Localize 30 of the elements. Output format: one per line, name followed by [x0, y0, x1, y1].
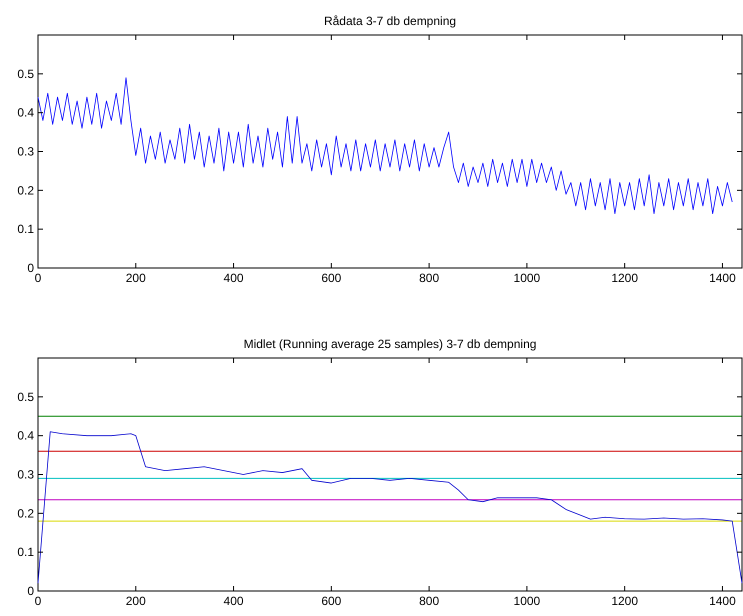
x-tick-label: 1400: [709, 594, 736, 608]
line-series: [38, 77, 733, 214]
x-tick-label: 400: [224, 594, 244, 608]
x-tick-label: 800: [419, 271, 440, 285]
x-tick-label: 200: [126, 594, 146, 608]
x-tick-label: 400: [224, 271, 244, 285]
x-tick-label: 800: [419, 594, 440, 608]
x-tick-label: 1200: [611, 594, 638, 608]
y-tick-label: 0.1: [17, 545, 34, 560]
y-tick-label: 0.5: [17, 390, 34, 404]
y-tick-label: 0.4: [17, 428, 34, 443]
y-tick-label: 0: [27, 261, 34, 275]
x-tick-label: 1400: [709, 271, 736, 285]
x-tick-label: 1000: [514, 594, 541, 608]
y-tick-label: 0.1: [17, 222, 34, 236]
line-series: [38, 431, 742, 584]
y-tick-label: 0.5: [17, 66, 34, 81]
x-tick-label: 1000: [514, 271, 541, 285]
x-tick-label: 600: [321, 271, 342, 285]
y-tick-label: 0.3: [17, 468, 34, 482]
y-tick-label: 0.4: [17, 106, 34, 120]
x-tick-label: 600: [321, 594, 342, 608]
y-tick-label: 0.2: [17, 183, 34, 198]
y-tick-label: 0: [27, 584, 34, 598]
y-tick-label: 0.2: [17, 506, 34, 520]
chart-title: Midlet (Running average 25 samples) 3-7 db dempning: [244, 337, 536, 351]
chart-title: Rådata 3-7 db dempning: [324, 14, 456, 28]
y-tick-label: 0.3: [17, 144, 34, 158]
x-tick-label: 1200: [611, 271, 638, 285]
x-tick-label: 200: [126, 271, 146, 285]
